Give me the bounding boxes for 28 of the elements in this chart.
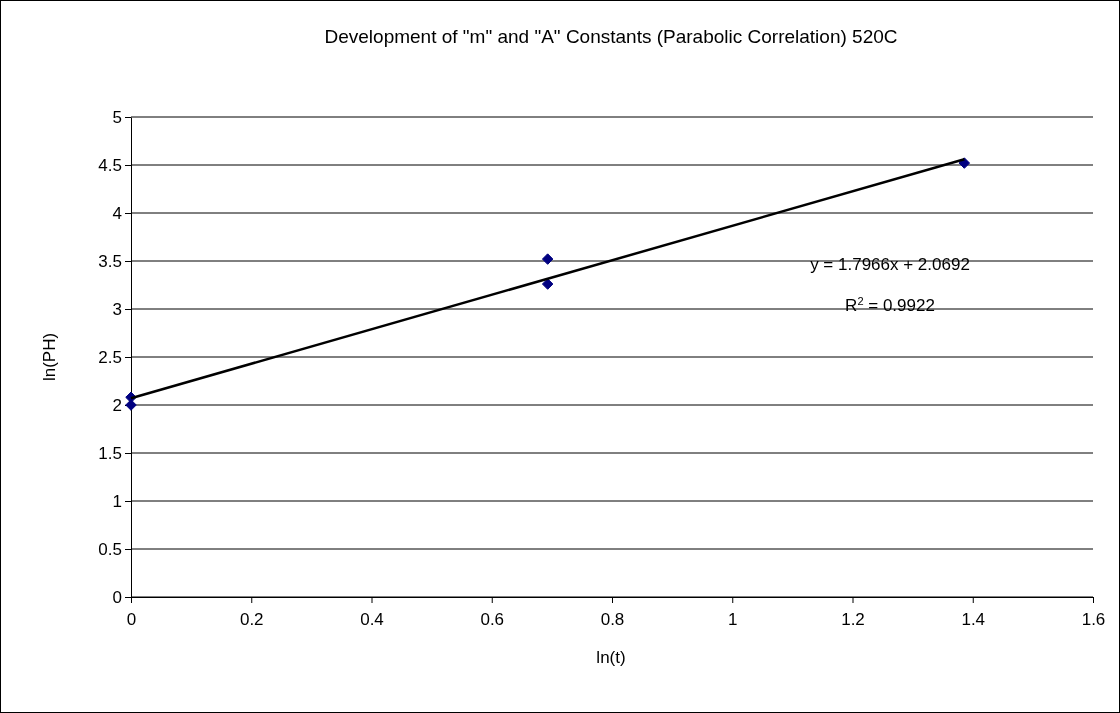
point xyxy=(541,253,554,265)
chart-title: Development of "m" and "A" Constants (Parabolic Correlation) 520C xyxy=(324,26,898,47)
x-tick-label: 1 xyxy=(728,609,738,629)
x-tick-label: 0.2 xyxy=(239,609,264,629)
y-tick-label: 0.5 xyxy=(98,539,122,559)
point xyxy=(958,157,971,169)
y-tick-label: 3.5 xyxy=(98,251,122,271)
y-axis-title: ln(PH) xyxy=(40,332,59,382)
annotation: R$^{2}$ = 0.9922 xyxy=(845,295,935,315)
x-tick-label: 0.4 xyxy=(360,609,384,629)
x-tick-label: 0.8 xyxy=(600,609,625,629)
annotation: y = 1.7966x + 2.0692 xyxy=(810,255,970,274)
y-tick-label: 1.5 xyxy=(98,443,122,463)
y-tick-label: 2.5 xyxy=(98,347,122,367)
point xyxy=(541,278,554,290)
y-tick-label: 0 xyxy=(112,587,122,607)
x-tick-label: 1.2 xyxy=(841,609,865,629)
x-tick-label: 0.6 xyxy=(480,609,505,629)
y-tick-label: 1 xyxy=(112,491,122,511)
x-tick-label: 1.4 xyxy=(961,609,986,629)
y-tick-label: 5 xyxy=(112,107,122,127)
x-axis-title: ln(t) xyxy=(596,648,626,667)
x-tick-label: 0 xyxy=(126,609,137,629)
y-tick-label: 4.5 xyxy=(98,155,122,175)
x-tick-label: 1.6 xyxy=(1081,609,1106,629)
y-tick-label: 3 xyxy=(112,299,122,319)
y-tick-label: 2 xyxy=(112,395,122,415)
y-tick-label: 4 xyxy=(112,203,122,223)
